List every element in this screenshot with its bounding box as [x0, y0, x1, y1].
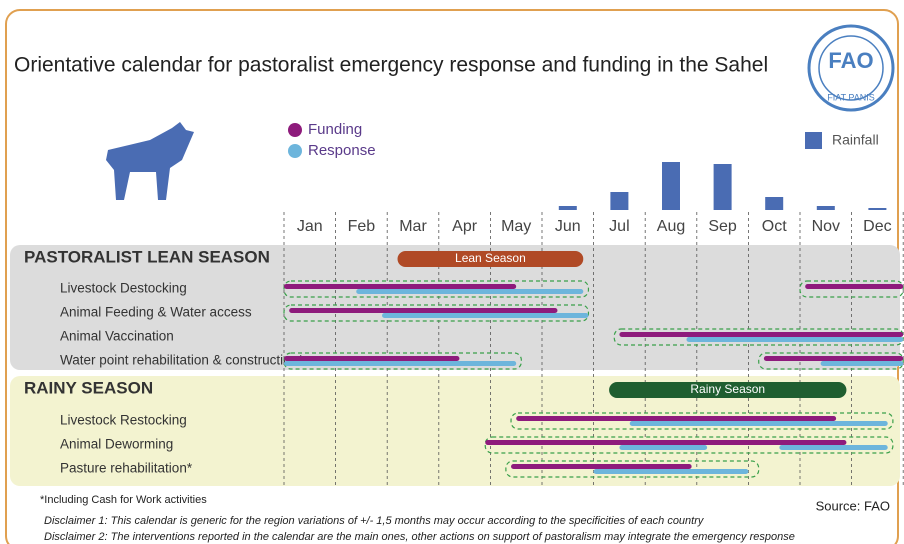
funding-bar: [805, 284, 903, 289]
rainfall-bar: [610, 192, 628, 210]
funding-bar: [485, 440, 846, 445]
footnote: *Including Cash for Work activities: [40, 494, 207, 506]
month-label: Mar: [399, 218, 427, 235]
funding-bar: [284, 356, 459, 361]
calendar: Orientative calendar for pastoralist eme…: [0, 0, 904, 544]
rainfall-bar: [868, 208, 886, 210]
month-label: Jul: [609, 218, 629, 235]
month-label: Nov: [812, 218, 840, 235]
row-label: Livestock Destocking: [60, 281, 187, 296]
rainfall-bar: [714, 164, 732, 210]
source: Source: FAO: [816, 498, 890, 513]
section-title: RAINY SEASON: [24, 378, 153, 397]
month-label: Oct: [762, 218, 787, 235]
funding-bar: [511, 464, 692, 469]
response-bar: [686, 337, 903, 342]
row-label: Pasture rehabilitation*: [60, 461, 193, 476]
funding-bar: [284, 284, 516, 289]
row-label: Animal Feeding & Water access: [60, 305, 252, 320]
logo-motto: FIAT PANIS: [827, 92, 875, 102]
logo-text: FAO: [828, 48, 873, 73]
row-label: Livestock Restocking: [60, 413, 187, 428]
funding-bar: [619, 332, 903, 337]
month-label: Feb: [348, 218, 376, 235]
legend-funding: Funding: [308, 121, 362, 138]
month-label: May: [501, 218, 531, 235]
rainfall-bar: [817, 206, 835, 210]
row-label: Animal Vaccination: [60, 329, 174, 344]
month-label: Sep: [708, 218, 737, 235]
response-bar: [382, 313, 588, 318]
rainfall-bar: [662, 162, 680, 210]
season-band-label: Lean Season: [455, 251, 526, 265]
row-label: Water point rehabilitation & constructio…: [60, 353, 304, 368]
month-label: Jun: [555, 218, 581, 235]
response-bar: [630, 421, 888, 426]
month-label: Aug: [657, 218, 685, 235]
legend-rainfall: Rainfall: [832, 132, 879, 148]
title: Orientative calendar for pastoralist eme…: [14, 54, 768, 77]
legend-response-dot: [288, 144, 302, 158]
rainfall-bar: [559, 206, 577, 210]
funding-bar: [289, 308, 557, 313]
response-bar: [821, 361, 904, 366]
disclaimer: Disclaimer 2: The interventions reported…: [44, 531, 795, 543]
legend-response: Response: [308, 142, 376, 159]
response-bar: [779, 445, 887, 450]
section-title: PASTORALIST LEAN SEASON: [24, 247, 270, 266]
legend-rainfall-swatch: [805, 132, 822, 149]
response-bar: [284, 361, 516, 366]
month-label: Dec: [863, 218, 891, 235]
response-bar: [356, 289, 583, 294]
cow-icon: [106, 122, 194, 200]
month-label: Apr: [452, 218, 478, 235]
fao-logo: FAO FIAT PANIS: [809, 26, 893, 110]
response-bar: [619, 445, 707, 450]
row-label: Animal Deworming: [60, 437, 173, 452]
month-label: Jan: [297, 218, 323, 235]
season-band-label: Rainy Season: [690, 382, 765, 396]
disclaimer: Disclaimer 1: This calendar is generic f…: [44, 515, 705, 527]
response-bar: [594, 469, 749, 474]
rainfall-bar: [765, 197, 783, 210]
legend-funding-dot: [288, 123, 302, 137]
funding-bar: [516, 416, 836, 421]
funding-bar: [764, 356, 903, 361]
